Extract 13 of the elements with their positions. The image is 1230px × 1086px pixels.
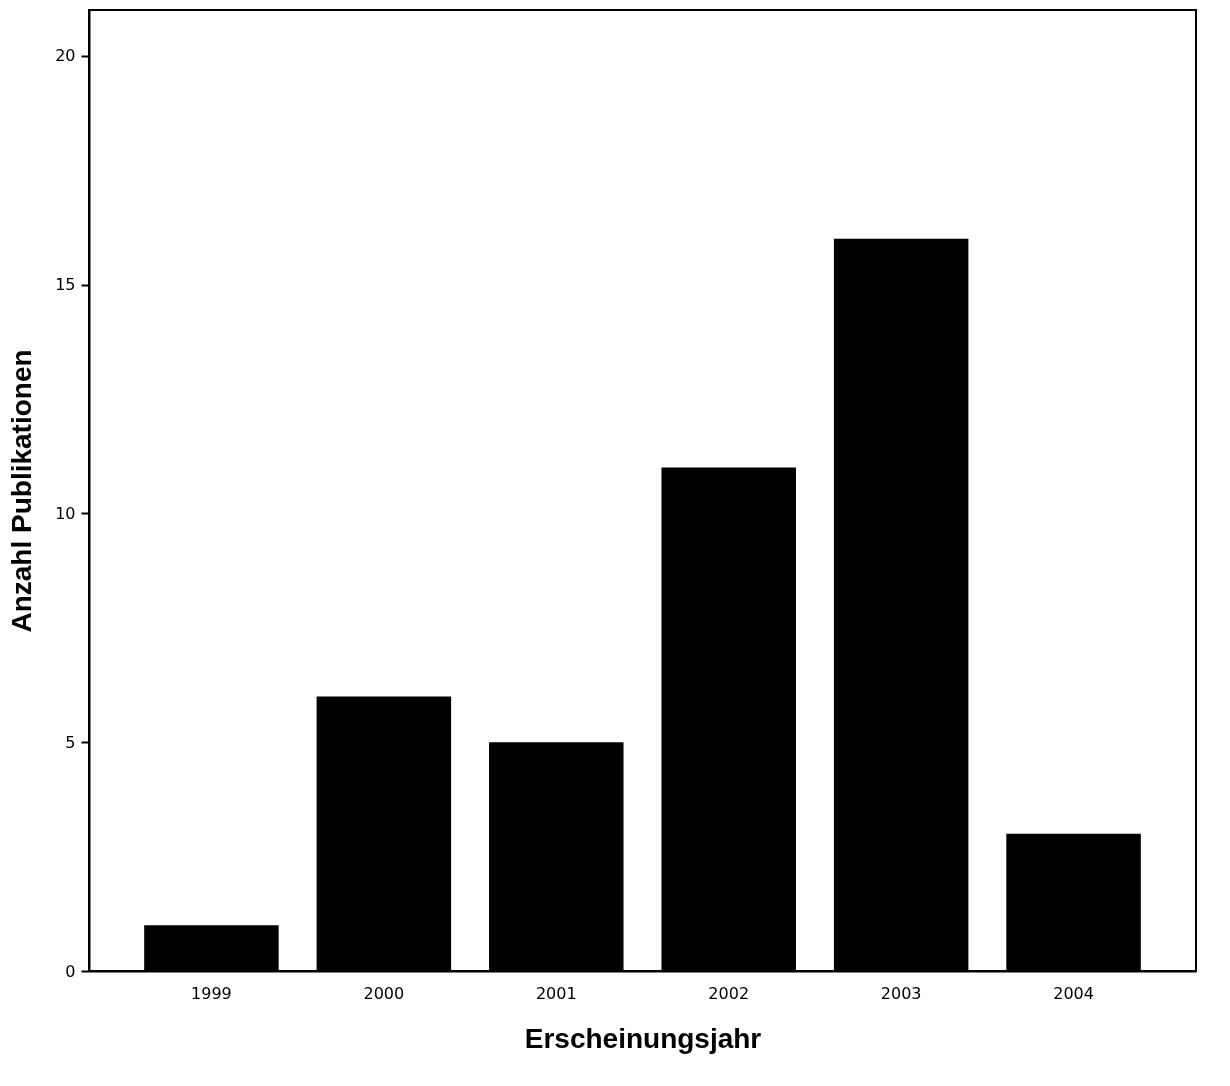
x-tick-label: 2000 xyxy=(363,983,405,1003)
x-tick-label: 2003 xyxy=(880,983,922,1003)
y-tick-label: 10 xyxy=(55,503,76,523)
y-tick-label: 0 xyxy=(65,961,76,981)
x-tick-label: 2004 xyxy=(1053,983,1094,1003)
y-axis-title: Anzahl Publikationen xyxy=(6,349,38,633)
y-tick-label: 15 xyxy=(55,275,76,295)
x-tick-label: 2002 xyxy=(708,983,750,1003)
x-tick-label: 1999 xyxy=(191,983,232,1003)
y-tick-label: 20 xyxy=(55,46,76,66)
x-axis-title: Erscheinungsjahr xyxy=(524,1022,762,1054)
y-tick-label: 5 xyxy=(65,732,76,752)
x-tick-label: 2001 xyxy=(535,983,577,1003)
